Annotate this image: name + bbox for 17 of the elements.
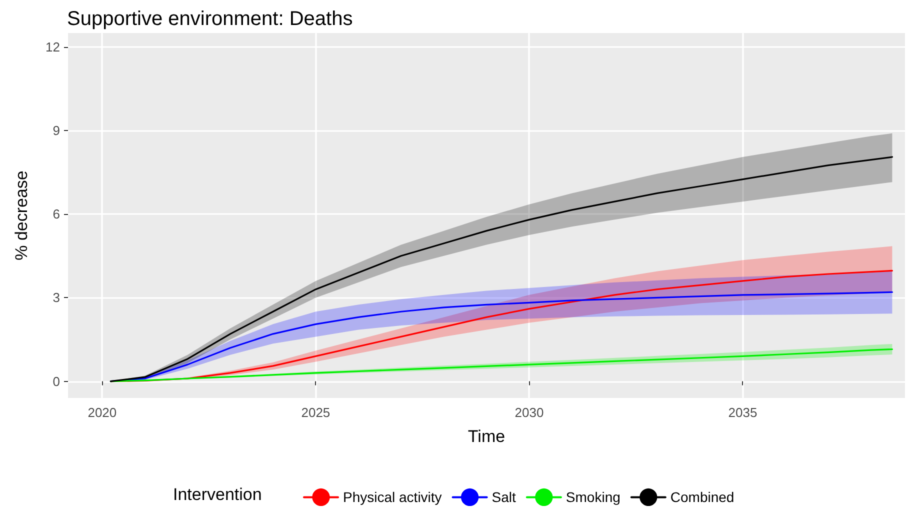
chart-title: Supportive environment: Deaths [67, 8, 353, 30]
y-tick-label: 12 [46, 39, 60, 54]
x-tick-label: 2025 [301, 405, 330, 420]
x-tick-label: 2030 [514, 405, 544, 420]
y-tick-label: 6 [52, 206, 60, 222]
legend-label: Combined [670, 489, 734, 506]
y-tick-label: 9 [52, 123, 60, 138]
y-tick-label: 0 [52, 374, 60, 389]
legend-label: Smoking [566, 489, 620, 506]
legend-label: Physical activity [343, 489, 442, 506]
x-tick-label: 2020 [88, 405, 117, 420]
y-axis-title: % decrease [12, 170, 31, 260]
x-tick-label: 2035 [728, 405, 758, 420]
x-axis-title: Time [468, 427, 506, 446]
y-tick-label: 3 [52, 290, 60, 306]
legend-label: Salt [492, 489, 516, 506]
legend-title: Intervention [173, 485, 262, 504]
